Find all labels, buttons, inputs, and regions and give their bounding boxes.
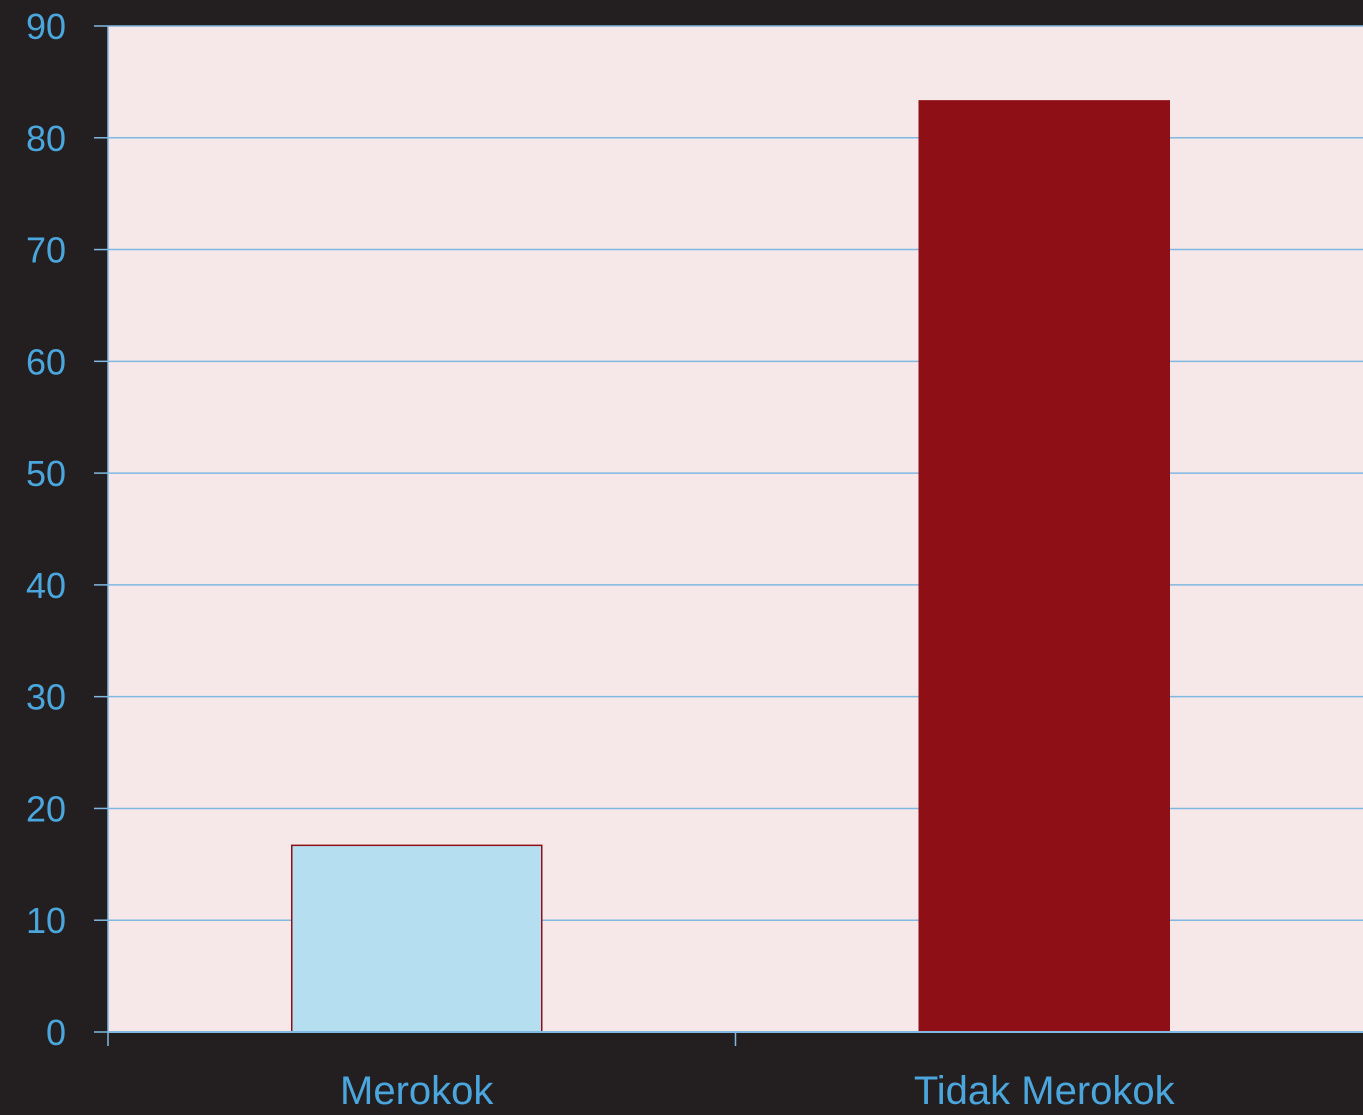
y-tick-label: 40 xyxy=(26,565,66,606)
tick-labels: 0 10 20 30 40 50 60 70 80 90 Merokok Tidak Merokok xyxy=(26,6,1176,1113)
y-tick-label: 80 xyxy=(26,118,66,159)
y-tick-label: 60 xyxy=(26,341,66,382)
bar-tidak-merokok xyxy=(918,100,1170,1033)
y-tick-label: 90 xyxy=(26,6,66,47)
y-tick-label: 50 xyxy=(26,453,66,494)
bar-merokok xyxy=(291,844,543,1033)
y-tick-label: 30 xyxy=(26,677,66,718)
y-tick-label: 10 xyxy=(26,900,66,941)
y-tick-label: 20 xyxy=(26,788,66,829)
bars xyxy=(291,100,1170,1033)
x-tick-label: Tidak Merokok xyxy=(914,1069,1176,1113)
x-tick-label: Merokok xyxy=(340,1069,494,1113)
axes xyxy=(94,25,1363,1046)
y-tick-label: 70 xyxy=(26,230,66,271)
y-tick-label: 0 xyxy=(46,1012,66,1053)
